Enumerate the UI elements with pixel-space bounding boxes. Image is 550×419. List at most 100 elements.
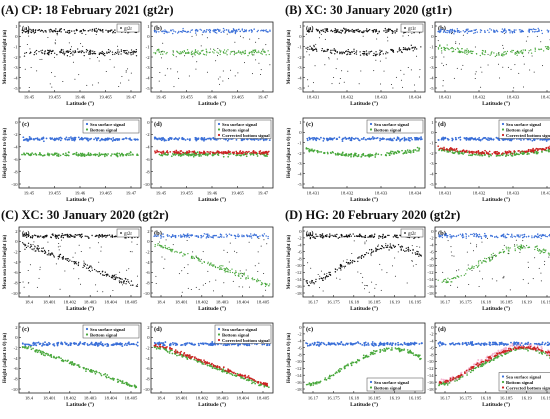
legend-label: Bottom signal: [506, 127, 534, 132]
surface-point: [43, 343, 46, 346]
corrected-point: [169, 150, 172, 153]
bottom-point: [116, 152, 119, 155]
surface-point: [364, 236, 367, 239]
bottom-point: [377, 153, 380, 156]
bottom-point: [483, 154, 486, 156]
surface-point: [97, 28, 100, 30]
surface-point: [172, 29, 174, 31]
surface-point: [168, 235, 170, 237]
surface-point: [527, 30, 530, 32]
noise-point: [165, 239, 167, 241]
noise-point: [307, 85, 309, 87]
surface-point: [446, 29, 448, 32]
noise-point: [269, 64, 271, 66]
bottom-point: [121, 380, 124, 382]
surface-point: [87, 344, 89, 347]
corrected-point: [165, 151, 168, 153]
bottom-point: [513, 154, 516, 156]
surface-point: [160, 342, 163, 344]
surface-point: [50, 236, 52, 238]
legend-label: Bottom signal: [222, 332, 250, 337]
noise-point: [514, 64, 516, 66]
corrected-point: [500, 153, 503, 155]
bottom-point: [402, 47, 405, 49]
bottom-point: [336, 50, 338, 53]
surface-point: [358, 139, 361, 142]
surface-point: [206, 28, 208, 31]
surface-point: [227, 138, 230, 141]
surface-point: [243, 30, 246, 33]
bottom-point: [113, 275, 115, 278]
surface-point: [248, 344, 251, 347]
bottom-point: [239, 154, 241, 157]
bottom-point: [469, 154, 472, 157]
noise-point: [474, 78, 476, 80]
bottom-point: [259, 280, 261, 282]
bottom-point: [229, 372, 231, 375]
surface-point: [337, 31, 340, 33]
corrected-point: [215, 151, 218, 154]
noise-point: [398, 50, 400, 52]
corrected-point: [232, 151, 235, 154]
noise-point: [79, 283, 81, 285]
surface-point: [108, 137, 111, 140]
surface-point: [158, 31, 160, 33]
bottom-point: [395, 152, 398, 154]
y-tick-label: -1: [146, 44, 151, 49]
noise-point: [502, 44, 504, 46]
surface-point: [390, 139, 393, 142]
noise-point: [451, 33, 453, 35]
surface-point: [69, 236, 71, 238]
bottom-point: [505, 52, 508, 54]
corrected-point: [472, 151, 475, 153]
surface-point: [242, 30, 245, 33]
noise-point: [201, 34, 203, 36]
surface-point: [203, 137, 206, 139]
surface-point: [470, 136, 473, 139]
noise-point: [308, 54, 310, 56]
surface-point: [331, 234, 333, 237]
bottom-point: [252, 49, 254, 51]
corrected-point: [186, 353, 188, 356]
corrected-point: [188, 356, 190, 359]
surface-point: [387, 234, 389, 237]
bottom-point: [80, 155, 83, 157]
surface-point: [308, 28, 310, 31]
surface-point: [358, 233, 361, 236]
bottom-point: [202, 53, 205, 55]
noise-point: [251, 73, 253, 75]
surface-point: [41, 137, 44, 140]
surface-point: [76, 234, 78, 236]
bottom-point: [123, 382, 125, 385]
bottom-point: [261, 53, 263, 55]
surface-point: [56, 32, 58, 35]
surface-point: [162, 233, 164, 235]
corrected-point: [449, 147, 451, 150]
bottom-point: [104, 373, 107, 375]
noise-point: [109, 59, 111, 61]
corrected-point: [545, 146, 548, 149]
bottom-point: [353, 154, 355, 156]
noise-point: [487, 53, 489, 55]
bottom-point: [186, 49, 189, 51]
surface-point: [160, 234, 162, 237]
corrected-point: [204, 363, 207, 365]
noise-point: [312, 82, 314, 84]
surface-point: [315, 233, 317, 235]
surface-point: [93, 28, 96, 30]
corrected-point: [203, 359, 205, 362]
bottom-point: [110, 154, 112, 157]
bottom-point: [244, 49, 246, 52]
noise-point: [237, 72, 239, 74]
legend: gt1r: [400, 23, 424, 33]
bottom-point: [199, 51, 201, 54]
bottom-point: [73, 260, 76, 263]
noise-point: [129, 251, 131, 253]
surface-point: [30, 31, 32, 33]
surface-point: [124, 342, 127, 345]
surface-point: [456, 31, 459, 33]
surface-point: [41, 30, 44, 32]
surface-point: [65, 31, 67, 33]
corrected-point: [174, 349, 177, 351]
surface-point: [261, 343, 264, 346]
